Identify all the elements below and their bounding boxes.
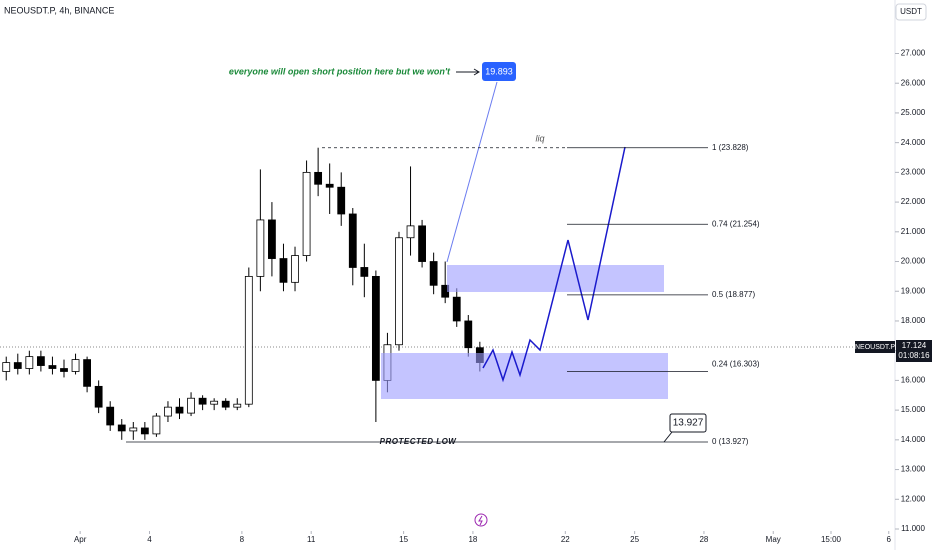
low-box (669, 413, 707, 433)
note: everyone will open short position here b… (229, 66, 451, 76)
bolt-icon (474, 513, 488, 527)
x-tick-label: 11 (307, 535, 316, 544)
candle-body (106, 406, 115, 426)
x-tick-label: 25 (630, 535, 639, 544)
y-tick-label: 15.000 (901, 405, 926, 414)
x-tick-label: May (766, 535, 781, 544)
candle-body (406, 225, 415, 239)
candle-body (337, 186, 346, 215)
symbol-label: NEOUSDT.P (855, 344, 895, 351)
y-tick-label: 20.000 (901, 257, 926, 266)
candle-body (418, 225, 426, 262)
chart-title: NEOUSDT.P, 4h, BINANCE (4, 5, 114, 15)
candle-body (233, 403, 242, 408)
candle-body (71, 359, 80, 372)
note-arrow-head (473, 68, 480, 76)
protected-low-label: PROTECTED LOW (380, 437, 458, 446)
x-tick-label: Apr (74, 535, 87, 544)
y-tick-label: 25.000 (901, 108, 926, 117)
candle-body (36, 356, 45, 366)
candle-body (83, 359, 91, 387)
candle-body (360, 267, 369, 277)
fib-label: 0.24 (16.303) (712, 360, 760, 369)
candle-body (60, 368, 68, 372)
candle-body (302, 171, 311, 256)
candle-body (117, 424, 126, 432)
candle-body (187, 397, 195, 414)
x-tick-label: 15 (399, 535, 408, 544)
y-tick-label: 26.000 (901, 78, 926, 87)
symbol-box (855, 341, 895, 354)
candle-body (2, 362, 11, 372)
candle-body (198, 397, 207, 405)
candle-body (221, 400, 230, 408)
unit-box (895, 3, 927, 21)
candle-body (464, 320, 473, 349)
candle-body (429, 261, 438, 286)
candle-body (164, 406, 172, 417)
y-tick-label: 11.000 (901, 524, 925, 533)
x-tick-label: 4 (147, 535, 152, 544)
candle-body (94, 385, 103, 408)
y-tick-label: 18.000 (901, 316, 926, 325)
y-tick-label: 27.000 (901, 49, 926, 58)
y-tick-label: 13.000 (901, 465, 926, 474)
callout-line (446, 81, 498, 263)
candle-body (140, 427, 149, 435)
candle-body (210, 400, 219, 405)
y-tick-label: 22.000 (901, 197, 926, 206)
last-price-label: 17.124 (902, 341, 927, 350)
y-tick-label: 23.000 (901, 167, 926, 176)
candle-body (244, 275, 253, 405)
low-label: 13.927 (673, 418, 704, 429)
y-tick-label: 14.000 (901, 435, 926, 444)
candle-body (13, 362, 22, 369)
target-box (482, 62, 516, 81)
unit-label: USDT (900, 7, 922, 16)
candle-body (325, 183, 334, 188)
candle-body (256, 219, 265, 277)
fib-label: 0 (13.927) (712, 437, 749, 446)
candle-body (314, 171, 323, 185)
candle-body (348, 213, 357, 268)
candle-body (452, 296, 461, 322)
low-callout-line (663, 431, 673, 443)
y-tick-label: 19.000 (901, 286, 926, 295)
x-tick-label: 18 (468, 535, 477, 544)
y-tick-label: 12.000 (901, 494, 926, 503)
candle-body (175, 406, 184, 414)
y-tick-label: 16.000 (901, 376, 926, 385)
candle-body (291, 255, 299, 283)
fib-label: 0.5 (18.877) (712, 290, 755, 299)
countdown-label: 01:08:16 (898, 351, 930, 360)
x-tick-label: 8 (240, 535, 245, 544)
candle-body (395, 237, 403, 346)
candle-body (371, 275, 380, 381)
candle-body (268, 219, 276, 259)
projection-path (482, 146, 626, 383)
x-tick-label: 6 (887, 535, 892, 544)
fib-label: 0.74 (21.254) (712, 219, 760, 228)
price-box (896, 340, 932, 363)
y-tick-label: 24.000 (901, 138, 926, 147)
liq-label: liq (535, 133, 544, 143)
x-tick-label: 15:00 (821, 535, 842, 544)
fib-label: 1 (23.828) (712, 143, 749, 152)
candle-body (152, 415, 161, 435)
candle-body (48, 365, 57, 369)
candle-body (25, 356, 34, 369)
x-tick-label: 22 (561, 535, 570, 544)
x-tick-label: 28 (699, 535, 708, 544)
y-tick-label: 21.000 (901, 227, 926, 236)
candle-body (279, 258, 288, 283)
target-label: 19.893 (485, 66, 513, 76)
candle-body (129, 427, 138, 432)
